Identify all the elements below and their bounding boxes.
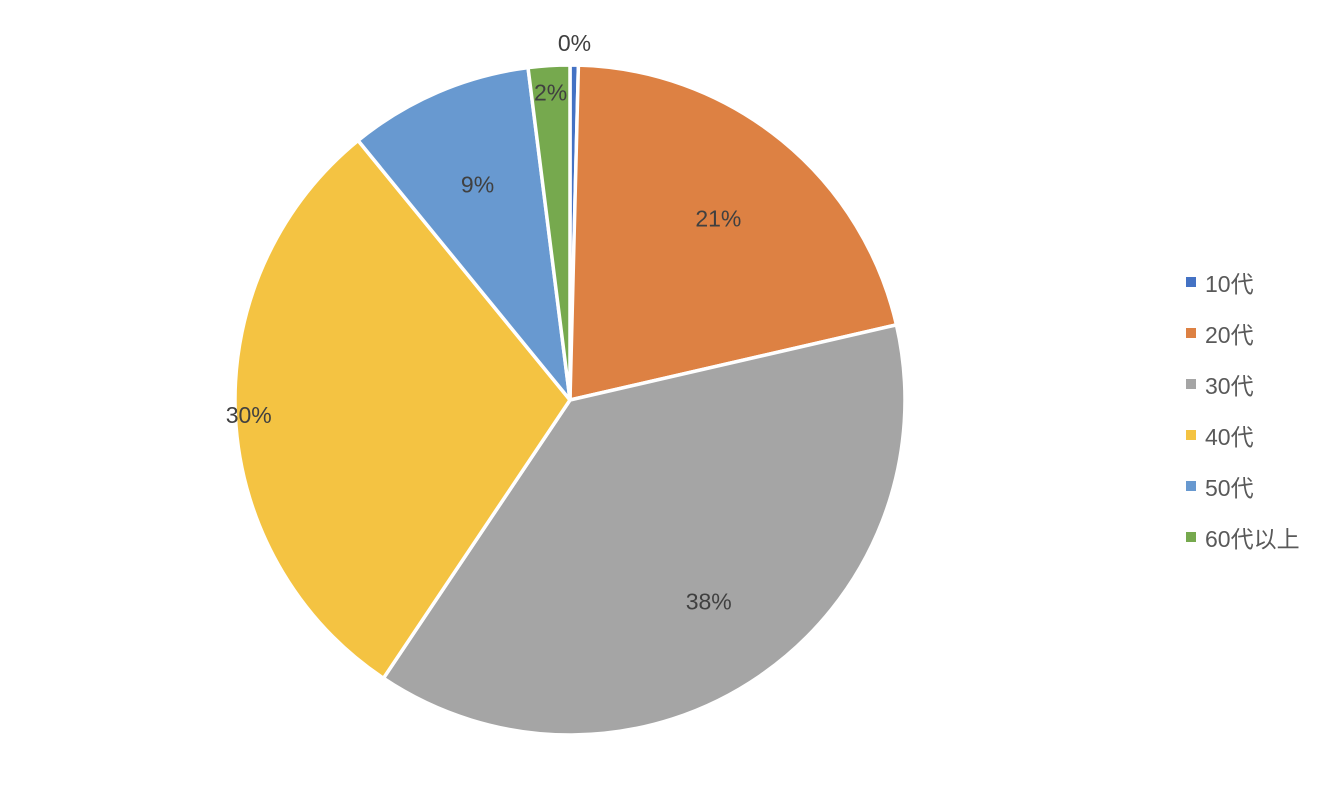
legend-swatch-50s (1186, 480, 1196, 491)
legend-item-50s: 50代 (1186, 460, 1326, 511)
legend-label-10s: 10代 (1205, 270, 1254, 297)
legend-item-20s: 20代 (1186, 307, 1326, 358)
data-label-60s-plus: 2% (534, 79, 567, 105)
legend-label-40s: 40代 (1205, 423, 1254, 450)
data-label-10s: 0% (558, 30, 591, 56)
data-label-20s: 21% (695, 205, 741, 231)
legend-label-60s-plus: 60代以上 (1205, 525, 1300, 552)
pie-slice-20s (568, 63, 899, 402)
pie-slice-30s (381, 323, 907, 737)
pie-slice-40s (233, 138, 572, 680)
legend-label-30s: 30代 (1205, 372, 1254, 399)
legend-item-10s: 10代 (1186, 256, 1326, 307)
legend-label-50s: 50代 (1205, 474, 1254, 501)
chart-legend: 10代 20代 30代 40代 50代 60代以上 (1186, 256, 1326, 562)
legend-item-40s: 40代 (1186, 409, 1326, 460)
legend-swatch-20s (1186, 327, 1196, 338)
pie-slice-60s-plus (526, 63, 572, 402)
pie-slice-50s (356, 65, 572, 402)
legend-swatch-60s-plus (1186, 531, 1196, 542)
data-label-40s: 30% (226, 402, 272, 428)
legend-swatch-40s (1186, 429, 1196, 440)
legend-item-30s: 30代 (1186, 358, 1326, 409)
legend-swatch-30s (1186, 378, 1196, 389)
pie-data-labels: 0% 21% 38% 30% 9% 2% (226, 30, 742, 614)
legend-item-60s-plus: 60代以上 (1186, 511, 1326, 562)
data-label-50s: 9% (461, 171, 494, 197)
pie-slices (233, 63, 907, 737)
legend-swatch-10s (1186, 276, 1196, 287)
legend-label-20s: 20代 (1205, 321, 1254, 348)
data-label-30s: 38% (686, 588, 732, 614)
